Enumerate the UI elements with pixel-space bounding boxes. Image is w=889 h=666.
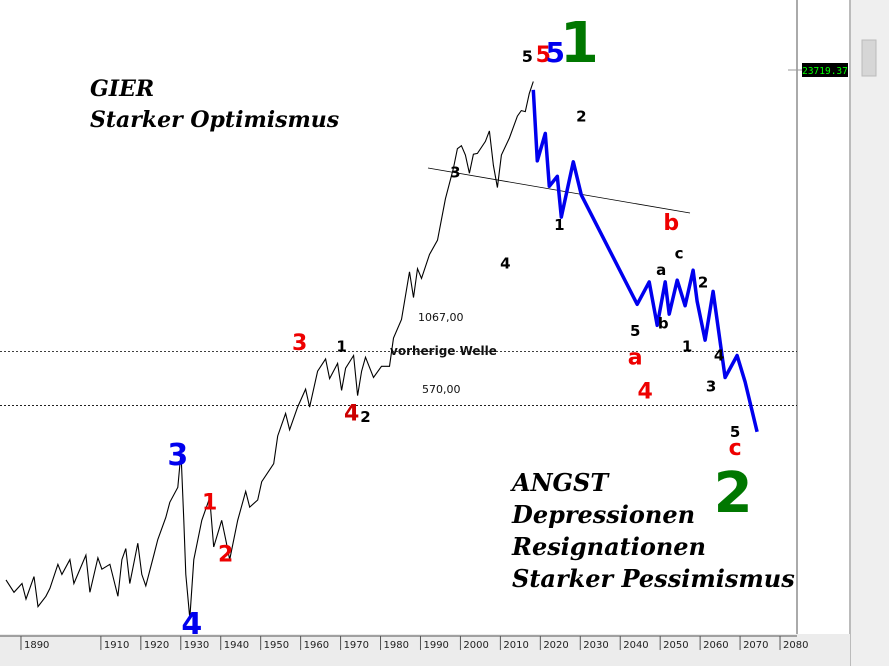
wave-label: 3	[706, 378, 716, 396]
right-panel	[797, 0, 850, 634]
x-tick-label: 2020	[543, 640, 568, 651]
reference-label-lower: 570,00	[422, 383, 461, 396]
fear-title: ANGST	[510, 468, 610, 497]
x-tick-label: 1960	[304, 640, 329, 651]
wave-label: 5	[630, 322, 640, 340]
wave-label: 5	[522, 47, 533, 66]
window-gray-edge	[851, 0, 889, 666]
wave-label: 4	[181, 607, 202, 642]
wave-label: 5	[536, 43, 551, 68]
fear-line-1: Depressionen	[511, 500, 695, 529]
fear-line-2: Resignationen	[511, 532, 706, 561]
reference-label-upper: 1067,00	[418, 311, 464, 324]
x-axis-bar	[0, 634, 850, 666]
current-price-box	[802, 63, 848, 77]
x-tick-label: 2050	[663, 640, 688, 651]
x-tick-label: 2070	[743, 640, 768, 651]
wave-label: 2	[698, 274, 708, 292]
historical-price-line	[5, 81, 534, 619]
wave-label: 2	[714, 461, 753, 526]
wave-label: 1	[560, 11, 599, 76]
greed-title: GIER	[90, 76, 154, 102]
wave-label: b	[663, 211, 679, 236]
scroll-thumb[interactable]	[861, 39, 877, 77]
greed-subtitle: Starker Optimismus	[90, 107, 339, 133]
wave-label: 5	[546, 36, 565, 69]
x-tick-label: 2010	[503, 640, 528, 651]
fear-line-3: Starker Pessimismus	[512, 564, 795, 593]
previous-wave-note: vorherige Welle	[390, 344, 497, 358]
wave-label: 3	[450, 163, 460, 181]
x-tick-label: 2080	[783, 640, 808, 651]
x-tick-label: 1950	[264, 640, 289, 651]
x-axis-ticks: 1890 1910 1920 1930 1940 1950 1960 1970 1980 1990…	[20, 636, 808, 651]
x-tick-label: 1920	[144, 640, 169, 651]
x-tick-label: 2030	[583, 640, 608, 651]
current-price-value: 23719.37	[802, 66, 848, 77]
wave-label: 1	[202, 491, 217, 516]
wave-label: 1	[554, 216, 564, 234]
plot-background	[0, 0, 797, 634]
wave-label: 5	[730, 423, 740, 441]
x-tick-label: 1910	[104, 640, 129, 651]
wave-label: a	[628, 345, 643, 370]
wave-label: 3	[292, 331, 307, 356]
x-tick-label: 2060	[703, 640, 728, 651]
wave-label: 1	[336, 337, 346, 355]
wave-label: 3	[167, 438, 188, 473]
projection-line	[531, 89, 759, 433]
wave-label: c	[675, 245, 684, 263]
x-tick-label: 2000	[463, 640, 488, 651]
wave-label: 1	[682, 337, 692, 355]
x-tick-label: 1890	[24, 640, 49, 651]
wave-label: 4	[344, 401, 359, 426]
wave-label: 2	[218, 542, 233, 567]
wave-label: a	[656, 261, 666, 279]
x-tick-label: 1940	[224, 640, 249, 651]
wave-label: 4	[500, 255, 510, 273]
wave-label: b	[658, 314, 669, 332]
x-tick-label: 1980	[384, 640, 409, 651]
wave-label: 4	[714, 347, 724, 365]
x-tick-label: 1990	[423, 640, 448, 651]
x-tick-label: 1930	[184, 640, 209, 651]
wave-label: c	[729, 436, 742, 461]
wave-label: 2	[576, 108, 586, 126]
x-tick-label: 2040	[623, 640, 648, 651]
wave-label: 4	[638, 379, 653, 404]
x-tick-label: 1970	[344, 640, 369, 651]
wave-label: 2	[360, 408, 370, 426]
